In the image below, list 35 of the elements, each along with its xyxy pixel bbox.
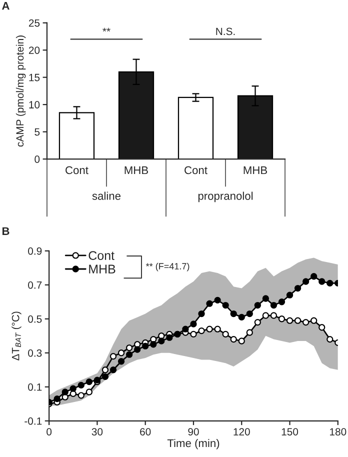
y-tick-label: 0.3 [28,349,42,357]
text: propranolol [198,192,253,202]
legend-label: Cont [88,251,114,260]
text: saline [92,192,121,200]
y-axis-title: cAMP (pmol/mg protein) [16,36,26,147]
x-axis-title: Time (min) [167,438,220,450]
y-tick-label: 0.9 [28,247,42,255]
y-tick-label: 10 [29,101,40,108]
x-tick-label: 60 [140,428,151,436]
x-tick-label: Cont [66,166,88,174]
y-tick-label: 0.7 [28,281,42,289]
y-tick-label: 5 [34,128,40,136]
x-tick-label: Cont [184,166,208,174]
x-tick-label: 150 [282,428,298,436]
legend-label: MHB [89,264,116,274]
y-axis-title: ΔT$_{BAT}$ (°C) [12,312,22,360]
x-tick-label: 30 [92,428,103,436]
y-tick-label: 0 [34,156,40,163]
x-tick-label: MHB [124,166,148,174]
y-tick-label: 15 [29,74,40,82]
annotation: ** [102,28,110,32]
x-tick-label: 120 [234,428,250,436]
y-tick-label: 0.5 [28,315,42,323]
x-tick-label: 180 [330,428,346,436]
chart-title: B [2,227,10,235]
annotation: ** (F=41.7) [146,262,190,272]
y-tick-label: 0.1 [28,383,42,391]
y-tick-label: 25 [28,19,40,27]
x-tick-label: 0 [46,428,52,436]
x-tick-label: 90 [188,428,199,436]
chart-title: A [2,2,10,10]
y-tick-label: -0.1 [24,417,42,425]
x-tick-label: MHB [244,166,268,174]
annotation: N.S. [216,28,235,36]
y-tick-label: 20 [28,46,40,54]
